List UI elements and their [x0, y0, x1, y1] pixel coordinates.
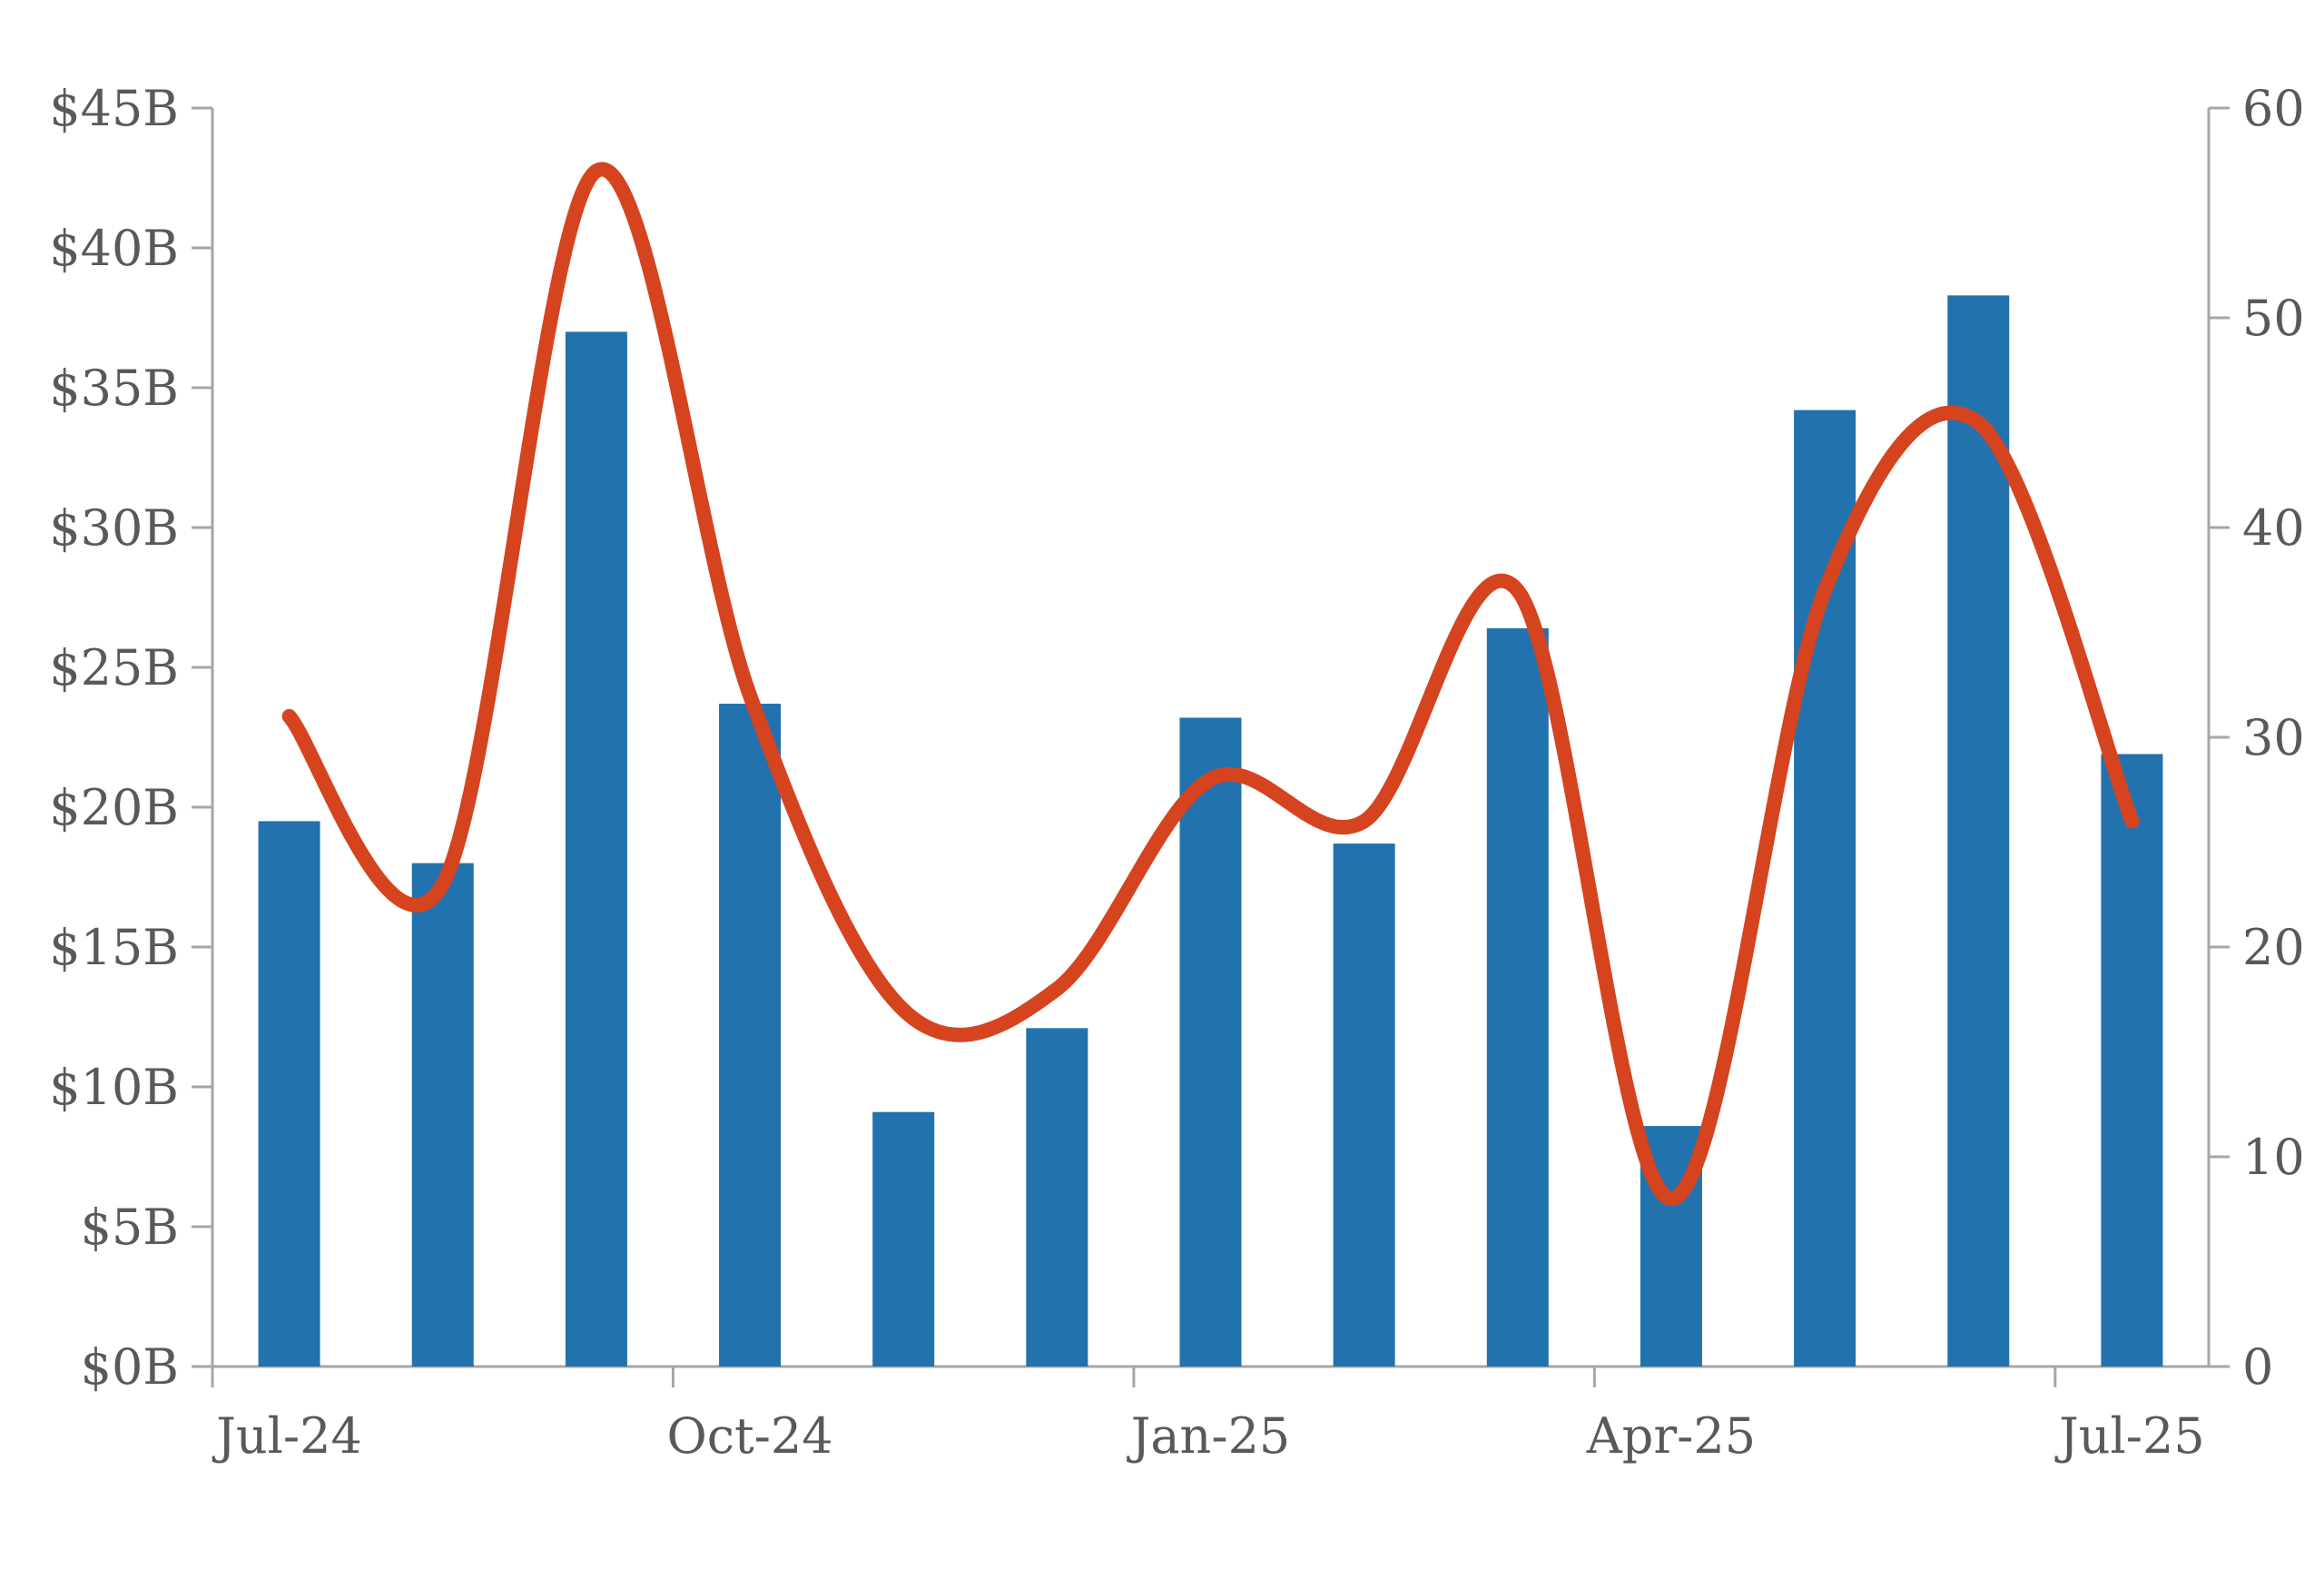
left-axis-tick-label: $20B — [49, 779, 179, 836]
left-axis-tick-label: $35B — [49, 360, 179, 417]
x-axis-tick-label: Jul-24 — [212, 1407, 362, 1465]
bar-feb-25 — [1333, 844, 1395, 1367]
bar-oct-24 — [719, 704, 782, 1367]
left-axis-tick-label: $0B — [81, 1338, 179, 1396]
bar-nov-24 — [872, 1111, 935, 1367]
left-axis-tick-label: $25B — [49, 639, 179, 696]
left-axis-tick-label: $5B — [81, 1199, 179, 1256]
x-axis-tick-label: Jul-25 — [2054, 1407, 2205, 1465]
left-axis-tick-label: $40B — [49, 220, 179, 277]
right-axis-tick-label: 50 — [2242, 290, 2305, 347]
trend-line — [281, 162, 2140, 1207]
bar-mar-25 — [1486, 627, 1549, 1367]
bar-jun-25 — [1947, 295, 2010, 1367]
bar-jan-25 — [1179, 717, 1242, 1367]
bar-jul-25 — [2101, 754, 2163, 1367]
left-axis-tick-label: $30B — [49, 499, 179, 557]
bar-may-25 — [1794, 410, 1856, 1367]
left-axis-tick-label: $10B — [49, 1059, 179, 1116]
left-axis-tick-label: $45B — [49, 80, 179, 137]
bar-jul-24 — [258, 821, 320, 1367]
x-axis-tick-label: Oct-24 — [666, 1407, 832, 1465]
right-axis-tick-label: 30 — [2242, 709, 2305, 766]
right-axis-tick-label: 0 — [2242, 1338, 2273, 1396]
right-axis-tick-label: 40 — [2242, 499, 2305, 557]
x-axis-tick-label: Apr-25 — [1586, 1407, 1756, 1465]
left-axis-tick-label: $15B — [49, 919, 179, 976]
bar-aug-24 — [411, 863, 474, 1367]
right-axis-tick-label: 20 — [2242, 919, 2305, 976]
x-axis-tick-label: Jan-25 — [1127, 1407, 1291, 1465]
bar-dec-24 — [1026, 1028, 1088, 1367]
right-axis-tick-label: 10 — [2242, 1129, 2305, 1186]
bar-sep-24 — [565, 331, 627, 1367]
right-axis-tick-label: 60 — [2242, 80, 2305, 137]
